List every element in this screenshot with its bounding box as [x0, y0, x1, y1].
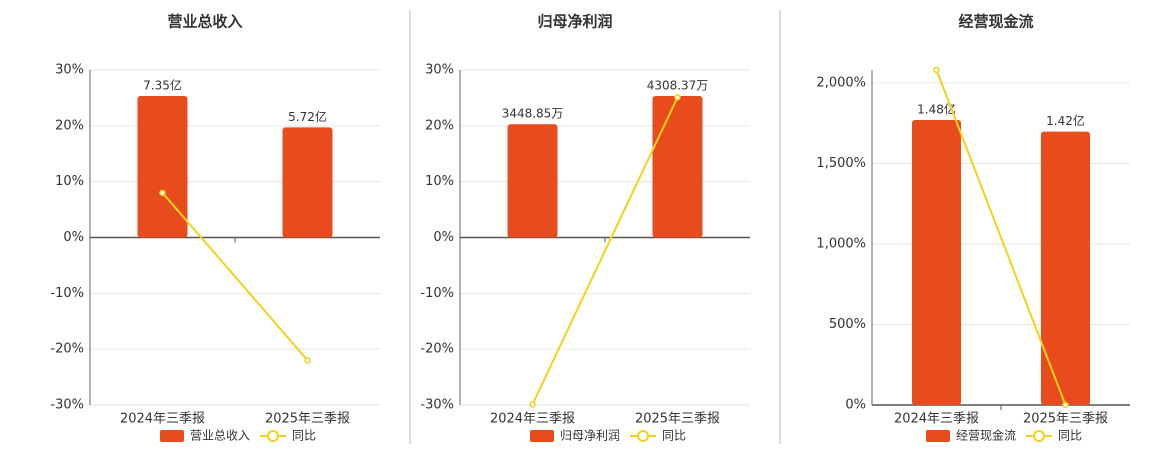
x-tick-label: 2024年三季报: [894, 412, 979, 427]
y-tick-label: -30%: [50, 398, 84, 413]
legend-marker: [637, 430, 649, 442]
point: [159, 189, 166, 197]
y-tick-label: 30%: [425, 63, 454, 78]
y-tick-label: 500%: [829, 317, 866, 332]
y-tick-label: 20%: [425, 118, 454, 133]
bar: [1040, 131, 1091, 405]
chart-title: 营业总收入: [167, 13, 242, 31]
bar: [137, 95, 188, 238]
y-tick-label: 1,500%: [816, 156, 866, 171]
y-tick-label: 0%: [63, 230, 84, 245]
data-label: 7.35亿: [143, 77, 182, 92]
bar: [652, 95, 703, 238]
point: [933, 66, 940, 74]
legend-label: 归母净利润: [560, 429, 620, 443]
x-tick-label: 2025年三季报: [1023, 412, 1108, 427]
legend-label: 同比: [292, 429, 316, 443]
legend-marker: [1033, 430, 1045, 442]
x-tick-label: 2025年三季报: [265, 412, 350, 427]
x-tick-label: 2025年三季报: [635, 412, 720, 427]
data-label: 1.42亿: [1046, 113, 1085, 128]
x-tick-label: 2024年三季报: [120, 412, 205, 427]
point: [674, 94, 681, 101]
y-tick-label: -10%: [420, 286, 454, 301]
legend-label: 同比: [662, 429, 686, 443]
line: [161, 192, 309, 361]
legend-label: 经营现金流: [956, 428, 1016, 443]
y-tick-label: 0%: [433, 230, 454, 245]
legend-swatch: [530, 430, 554, 442]
data-label: 3448.85万: [502, 107, 564, 121]
y-tick-label: 10%: [425, 174, 454, 189]
point: [529, 401, 536, 408]
line: [935, 69, 1067, 406]
y-tick-label: -20%: [50, 342, 84, 357]
chart-title: 经营现金流: [958, 13, 1033, 31]
legend-swatch: [926, 430, 950, 442]
legend-swatch: [160, 430, 184, 442]
line: [531, 96, 679, 405]
y-tick-label: -20%: [420, 342, 454, 357]
point: [304, 357, 311, 364]
point: [1062, 401, 1069, 409]
chart-title: 归母净利润: [537, 13, 612, 31]
bar: [282, 127, 333, 238]
data-label: 4308.37万: [647, 78, 709, 92]
y-tick-label: 20%: [55, 118, 84, 133]
data-label: 5.72亿: [288, 109, 327, 124]
x-tick-label: 2024年三季报: [490, 412, 575, 427]
y-tick-label: 30%: [55, 63, 84, 78]
y-tick-label: 1,000%: [816, 236, 866, 251]
bar: [911, 120, 962, 406]
y-tick-label: 2,000%: [816, 75, 866, 90]
data-label: 1.48亿: [917, 102, 956, 117]
bar: [507, 124, 558, 238]
legend-marker: [267, 430, 279, 442]
legend-label: 同比: [1058, 429, 1082, 443]
legend-label: 营业总收入: [190, 429, 250, 443]
y-tick-label: -10%: [50, 286, 84, 301]
y-tick-label: -30%: [420, 398, 454, 413]
y-tick-label: 10%: [55, 174, 84, 189]
y-tick-label: 0%: [845, 398, 866, 413]
